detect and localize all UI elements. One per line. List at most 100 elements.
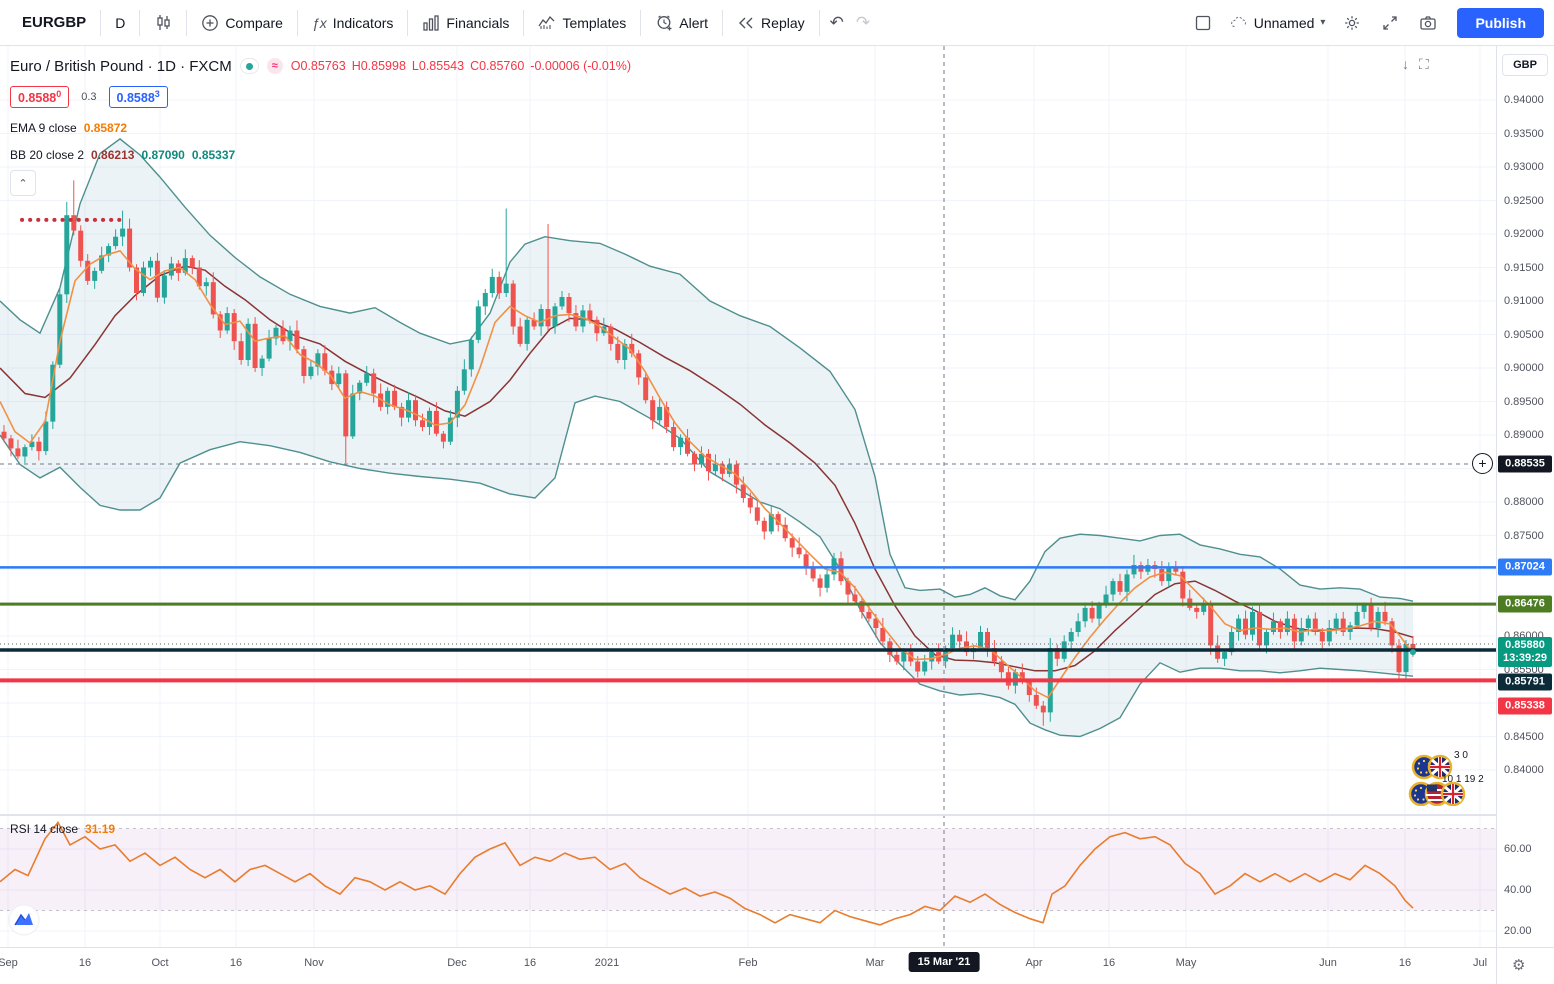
bb-upper-value: 0.87090 bbox=[141, 148, 185, 162]
level-price-label: 0.85791 bbox=[1498, 673, 1552, 691]
alert-button[interactable]: Alert bbox=[645, 0, 718, 46]
time-tick-label: Jul bbox=[1472, 957, 1488, 969]
fullscreen-button[interactable] bbox=[1371, 0, 1409, 46]
symbol-legend[interactable]: Euro / British Pound · 1D · FXCM ≈ O0.85… bbox=[10, 57, 637, 75]
bb-legend[interactable]: BB 20 close 2 0.86213 0.87090 0.85337 bbox=[10, 148, 235, 162]
fullscreen-icon bbox=[1383, 15, 1398, 30]
gear-icon bbox=[1345, 15, 1360, 30]
rsi-tick-label: 20.00 bbox=[1504, 925, 1532, 937]
market-open-dot-icon bbox=[245, 62, 253, 70]
rsi-legend[interactable]: RSI 14 close 31.19 bbox=[10, 822, 115, 836]
pane-separator[interactable] bbox=[0, 814, 1496, 816]
pane-action-buttons: ↓ ⛶ bbox=[1402, 56, 1429, 73]
maximize-pane-icon[interactable]: ⛶ bbox=[1419, 56, 1429, 72]
symbol-button[interactable]: EURGBP bbox=[22, 14, 87, 31]
top-toolbar: EURGBP D Compare ƒx Indicators Financial… bbox=[0, 0, 1554, 46]
undo-icon[interactable]: ↶ bbox=[829, 12, 844, 32]
crosshair-date-badge: 15 Mar '21 bbox=[908, 952, 980, 972]
camera-icon bbox=[1420, 15, 1437, 30]
ohlc-values: O0.85763 H0.85998 L0.85543 C0.85760 -0.00006… bbox=[290, 59, 632, 73]
separator bbox=[139, 9, 141, 36]
compare-plus-icon bbox=[202, 14, 219, 31]
calendar-flags-row2[interactable]: 10 1 19 2 bbox=[1408, 774, 1484, 811]
cloud-icon bbox=[1230, 16, 1246, 27]
calendar-flags-row1[interactable]: 3 0 bbox=[1410, 750, 1470, 785]
price-axis[interactable]: 0.94000 0.93500 0.93000 0.92500 0.92000 0.915… bbox=[1496, 46, 1554, 947]
bid-price[interactable]: 0.85880 bbox=[10, 86, 70, 109]
price-tick-label: 0.88000 bbox=[1504, 496, 1544, 508]
crosshair-add-order-button[interactable]: + bbox=[1472, 453, 1493, 474]
legend-collapse-button[interactable]: ⌃ bbox=[10, 170, 36, 196]
separator bbox=[818, 9, 820, 36]
ask-price[interactable]: 0.85883 bbox=[108, 86, 168, 109]
price-tick-label: 0.92500 bbox=[1504, 194, 1544, 207]
chart-style-button[interactable] bbox=[144, 0, 182, 46]
price-tick-label: 0.94000 bbox=[1504, 94, 1544, 106]
ema-label: EMA 9 close bbox=[10, 121, 77, 135]
time-tick-label: Oct bbox=[151, 957, 169, 969]
time-tick-label: Mar bbox=[865, 957, 885, 969]
templates-button[interactable]: Templates bbox=[528, 0, 636, 46]
price-tick-label: 0.90500 bbox=[1504, 328, 1544, 341]
move-pane-down-icon[interactable]: ↓ bbox=[1402, 56, 1409, 72]
price-tick-label: 0.93000 bbox=[1504, 161, 1544, 173]
time-tick-label: Feb bbox=[738, 957, 758, 969]
time-tick-label: Nov bbox=[304, 957, 324, 969]
crosshair-price-label: 0.88535 bbox=[1498, 455, 1552, 473]
level-price-label: 0.86476 bbox=[1498, 595, 1552, 613]
rsi-value: 31.19 bbox=[85, 822, 116, 836]
time-tick-label: May bbox=[1175, 957, 1197, 969]
ema-legend[interactable]: EMA 9 close 0.85872 bbox=[10, 121, 127, 135]
price-tick-label: 0.91000 bbox=[1504, 295, 1544, 307]
time-tick-label: 16 bbox=[1398, 957, 1412, 969]
replay-icon bbox=[739, 17, 753, 28]
bb-label: BB 20 close 2 bbox=[10, 148, 85, 162]
redo-icon[interactable]: ↷ bbox=[855, 12, 871, 32]
time-axis-border bbox=[0, 947, 1554, 948]
data-mode-pill[interactable]: ≈ bbox=[266, 58, 283, 74]
currency-toggle-button[interactable]: GBP bbox=[1502, 54, 1548, 76]
rsi-tick-label: 40.00 bbox=[1504, 884, 1532, 896]
bb-lower-value: 0.85337 bbox=[191, 148, 236, 162]
price-tick-label: 0.92000 bbox=[1504, 228, 1544, 240]
separator bbox=[296, 9, 298, 36]
time-tick-label: 16 bbox=[229, 957, 243, 969]
price-tick-label: 0.90000 bbox=[1504, 362, 1544, 374]
compare-button[interactable]: Compare bbox=[191, 0, 293, 46]
price-tick-label: 0.93500 bbox=[1504, 127, 1544, 140]
interval-button[interactable]: D bbox=[115, 14, 126, 31]
bid-ask-row: 0.85880 0.3 0.85883 bbox=[10, 86, 168, 109]
financials-button[interactable]: Financials bbox=[412, 0, 519, 46]
replay-button[interactable]: Replay bbox=[727, 0, 815, 46]
financials-icon bbox=[423, 14, 440, 31]
settings-button[interactable] bbox=[1333, 0, 1371, 46]
chevron-down-icon: ▾ bbox=[1320, 17, 1326, 28]
symbol-title: Euro / British Pound · 1D · FXCM bbox=[10, 57, 232, 75]
candlestick-icon bbox=[157, 14, 170, 30]
separator bbox=[186, 9, 188, 36]
indicators-button[interactable]: ƒx Indicators bbox=[311, 14, 394, 31]
price-tick-label: 0.91500 bbox=[1504, 261, 1544, 274]
layout-name-dropdown[interactable]: Unnamed ▾ bbox=[1222, 14, 1334, 32]
price-tick-label: 0.89500 bbox=[1504, 395, 1544, 408]
separator bbox=[640, 9, 642, 36]
axis-settings-gear-icon[interactable]: ⚙ bbox=[1512, 957, 1526, 974]
market-status-pill[interactable] bbox=[239, 58, 259, 74]
time-axis[interactable]: Sep 16 Oct 16 Nov Dec 16 2021 Feb Mar Apr 16 May Jun 1… bbox=[0, 948, 1496, 984]
level-price-label: 0.85338 bbox=[1498, 697, 1552, 715]
separator bbox=[100, 9, 102, 36]
snapshot-button[interactable] bbox=[1409, 0, 1447, 46]
publish-button[interactable]: Publish bbox=[1457, 7, 1544, 38]
time-tick-label: Dec bbox=[447, 957, 467, 969]
price-axis-border bbox=[1496, 46, 1497, 984]
ema-value: 0.85872 bbox=[83, 121, 128, 135]
time-tick-label: Sep bbox=[0, 957, 18, 969]
price-tick-label: 0.84000 bbox=[1504, 764, 1544, 776]
price-tick-label: 0.89000 bbox=[1504, 429, 1544, 441]
calendar-count: 10 1 19 2 bbox=[1442, 774, 1484, 785]
tradingview-logo[interactable] bbox=[8, 904, 40, 941]
time-tick-label: 16 bbox=[78, 957, 92, 969]
bb-basis-value: 0.86213 bbox=[91, 148, 135, 162]
layout-select-button[interactable] bbox=[1184, 0, 1222, 46]
